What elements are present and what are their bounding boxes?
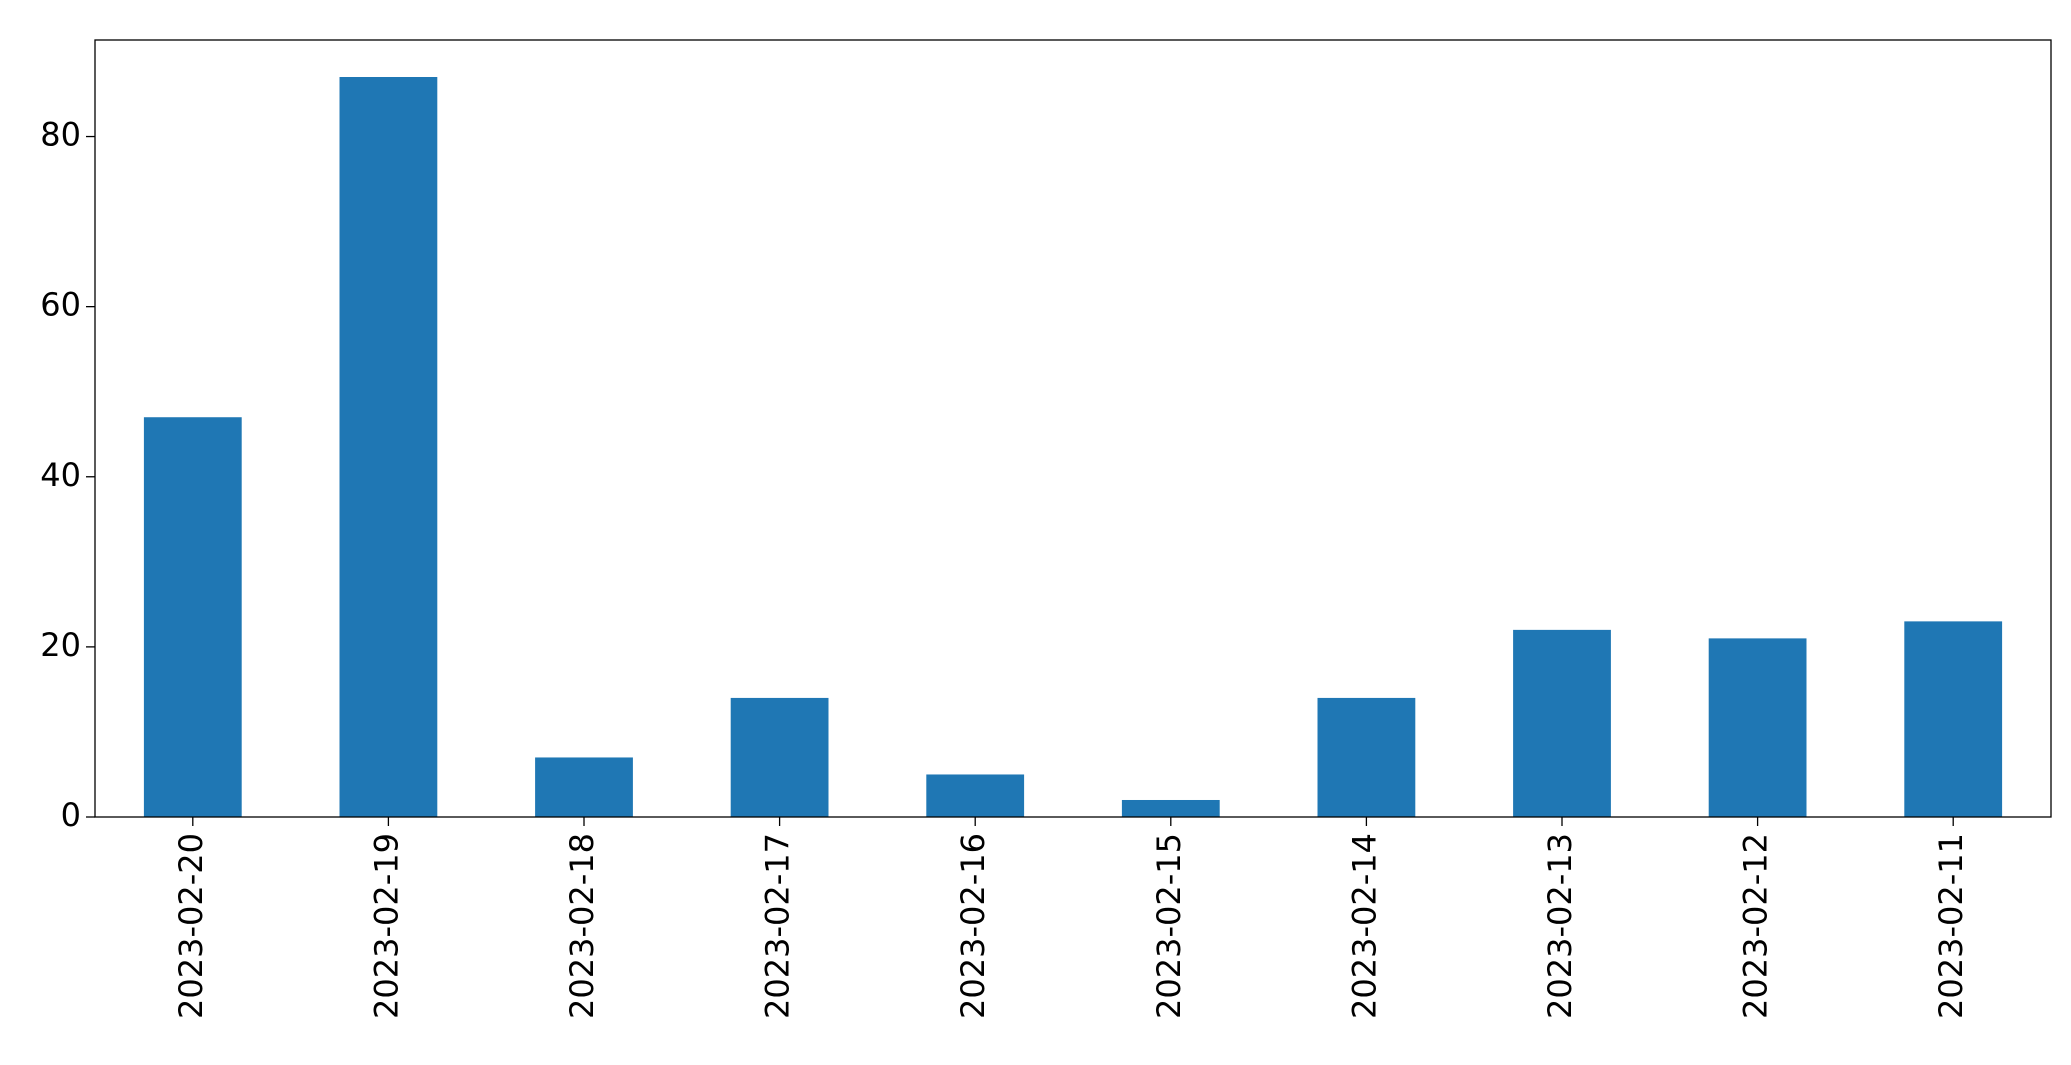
y-tick-label: 20: [40, 626, 81, 664]
plot-frame: [94, 39, 2052, 818]
bar: [1317, 697, 1416, 817]
x-tick-label: 2023-02-14: [1345, 833, 1383, 1019]
y-tick-label: 0: [61, 796, 81, 834]
bar: [1121, 799, 1220, 817]
bar: [535, 757, 633, 817]
bar: [339, 77, 438, 817]
y-tick-label: 60: [40, 286, 81, 324]
x-tick-label: 2023-02-13: [1541, 833, 1579, 1019]
x-tick-label: 2023-02-16: [954, 833, 992, 1019]
x-tick-label: 2023-02-19: [367, 833, 405, 1019]
y-tick-label: 80: [40, 116, 81, 154]
x-tick-label: 2023-02-17: [759, 833, 797, 1019]
y-tick-label: 40: [40, 456, 81, 494]
x-tick-label: 2023-02-11: [1932, 833, 1970, 1019]
x-tick-label: 2023-02-18: [563, 833, 601, 1019]
bar: [1904, 621, 2003, 817]
bar: [730, 697, 829, 817]
x-tick-label: 2023-02-12: [1737, 833, 1775, 1019]
bar: [926, 774, 1025, 817]
x-tick-label: 2023-02-20: [172, 833, 210, 1019]
x-tick-label: 2023-02-15: [1150, 833, 1188, 1019]
bar: [143, 417, 242, 817]
bar: [1708, 638, 1807, 817]
bar: [1513, 629, 1611, 817]
